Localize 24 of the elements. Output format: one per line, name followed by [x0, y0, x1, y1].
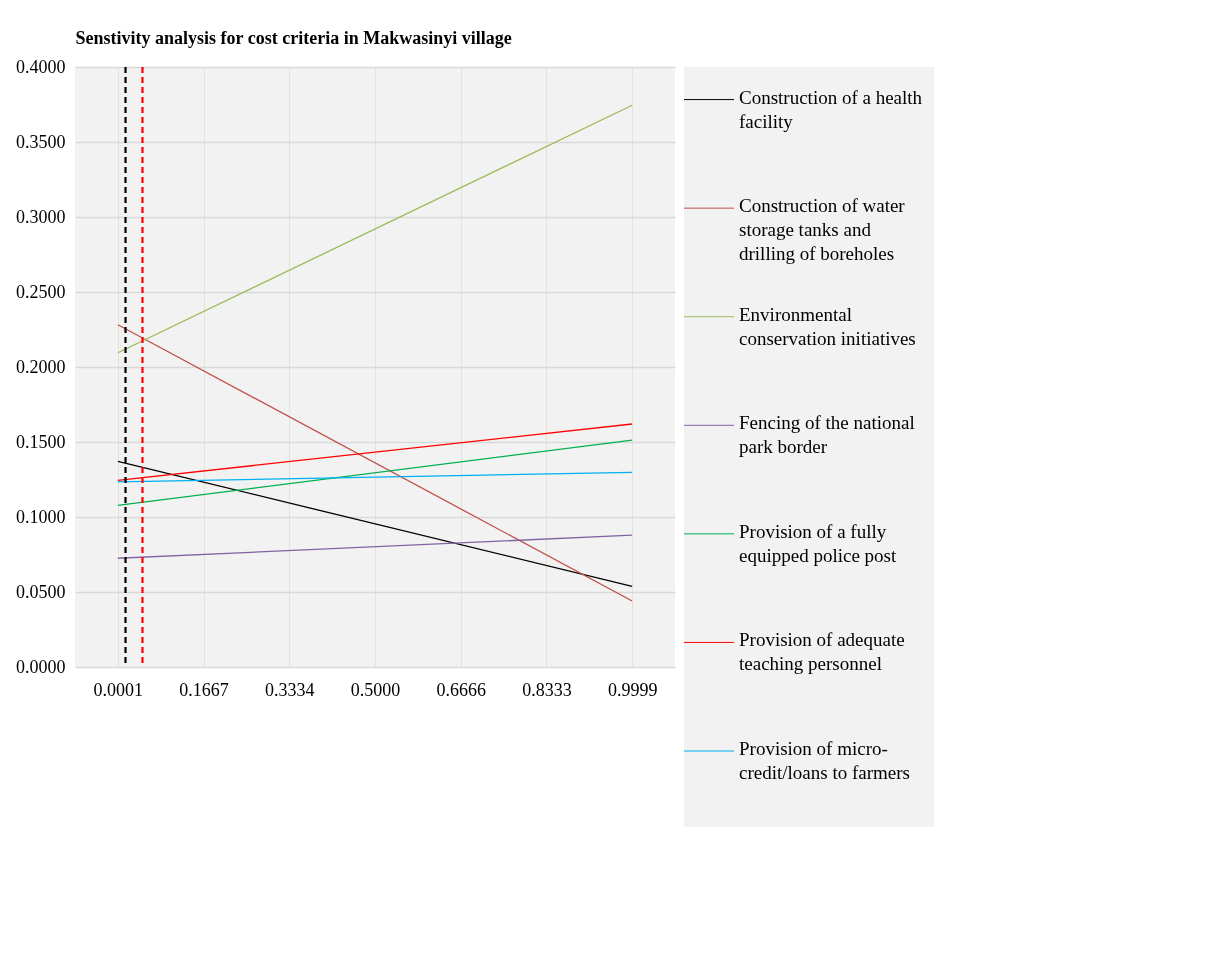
x-tick-label: 0.8333 [522, 679, 572, 700]
y-tick-label: 0.4000 [16, 56, 66, 77]
y-tick-label: 0.2000 [16, 356, 66, 377]
y-tick-label: 0.3500 [16, 131, 66, 152]
x-tick-label: 0.6666 [436, 679, 486, 700]
chart-title: Senstivity analysis for cost criteria in Makwasinyi village [75, 28, 512, 48]
legend-label: Fencing of the national park border [739, 412, 915, 458]
legend-label: Construction of a health facility [739, 86, 923, 132]
y-tick-label: 0.3000 [16, 206, 66, 227]
legend-label: Provision of a fully equipped police post [739, 520, 897, 566]
y-tick-label: 0.0500 [16, 581, 66, 602]
y-tick-label: 0.0000 [16, 656, 66, 677]
y-tick-label: 0.2500 [16, 281, 66, 302]
y-tick-label: 0.1500 [16, 431, 66, 452]
legend-label: Construction of water storage tanks and drilling of boreholes [739, 195, 906, 265]
legend-label: Provision of micro-credit/loans to farmers [739, 738, 910, 783]
x-tick-label: 0.3334 [265, 679, 315, 700]
y-tick-label: 0.1000 [16, 506, 66, 527]
legend-label: Provision of adequate teaching personnel [739, 629, 905, 675]
x-tick-label: 0.9999 [607, 679, 658, 700]
x-tick-label: 0.5000 [350, 679, 401, 700]
legend-label: Environmental conservation initiatives [739, 303, 916, 349]
x-tick-label: 0.0001 [93, 679, 144, 700]
x-tick-label: 0.1667 [179, 679, 229, 700]
